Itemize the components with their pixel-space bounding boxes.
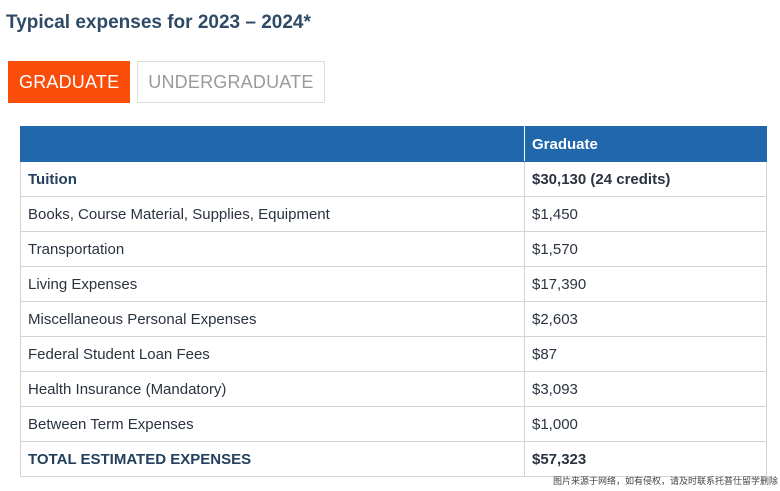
tab-undergraduate[interactable]: UNDERGRADUATE <box>137 61 325 103</box>
table-row-tuition: Tuition $30,130 (24 credits) <box>20 161 767 197</box>
row-value: $1,570 <box>524 231 767 267</box>
row-value: $30,130 (24 credits) <box>524 161 767 197</box>
table-row: Health Insurance (Mandatory) $3,093 <box>20 371 767 407</box>
tab-graduate[interactable]: GRADUATE <box>8 61 131 103</box>
table-row: Miscellaneous Personal Expenses $2,603 <box>20 301 767 337</box>
row-value: $87 <box>524 336 767 372</box>
row-value: $3,093 <box>524 371 767 407</box>
table-row-total: TOTAL ESTIMATED EXPENSES $57,323 <box>20 441 767 477</box>
table-header-row: Graduate <box>20 126 767 162</box>
row-value: $1,450 <box>524 196 767 232</box>
row-label: Living Expenses <box>20 266 525 302</box>
row-value: $17,390 <box>524 266 767 302</box>
row-label: Between Term Expenses <box>20 406 525 442</box>
watermark-text: 图片来源于网络，如有侵权，请及时联系托普仕留学删除 <box>552 476 778 486</box>
row-label: Miscellaneous Personal Expenses <box>20 301 525 337</box>
header-cell-blank <box>20 126 525 162</box>
table-row: Living Expenses $17,390 <box>20 266 767 302</box>
total-label: TOTAL ESTIMATED EXPENSES <box>20 441 525 477</box>
table-row: Between Term Expenses $1,000 <box>20 406 767 442</box>
row-label: Tuition <box>20 161 525 197</box>
row-label: Health Insurance (Mandatory) <box>20 371 525 407</box>
table-row: Federal Student Loan Fees $87 <box>20 336 767 372</box>
row-value: $1,000 <box>524 406 767 442</box>
table-row: Books, Course Material, Supplies, Equipm… <box>20 196 767 232</box>
row-value: $2,603 <box>524 301 767 337</box>
level-tabs: GRADUATE UNDERGRADUATE <box>8 61 325 103</box>
page-title: Typical expenses for 2023 – 2024* <box>6 12 311 33</box>
table-row: Transportation $1,570 <box>20 231 767 267</box>
row-label: Books, Course Material, Supplies, Equipm… <box>20 196 525 232</box>
expenses-table: Graduate Tuition $30,130 (24 credits) Bo… <box>20 126 767 477</box>
row-label: Transportation <box>20 231 525 267</box>
header-cell-graduate: Graduate <box>524 126 767 162</box>
total-value: $57,323 <box>524 441 767 477</box>
row-label: Federal Student Loan Fees <box>20 336 525 372</box>
